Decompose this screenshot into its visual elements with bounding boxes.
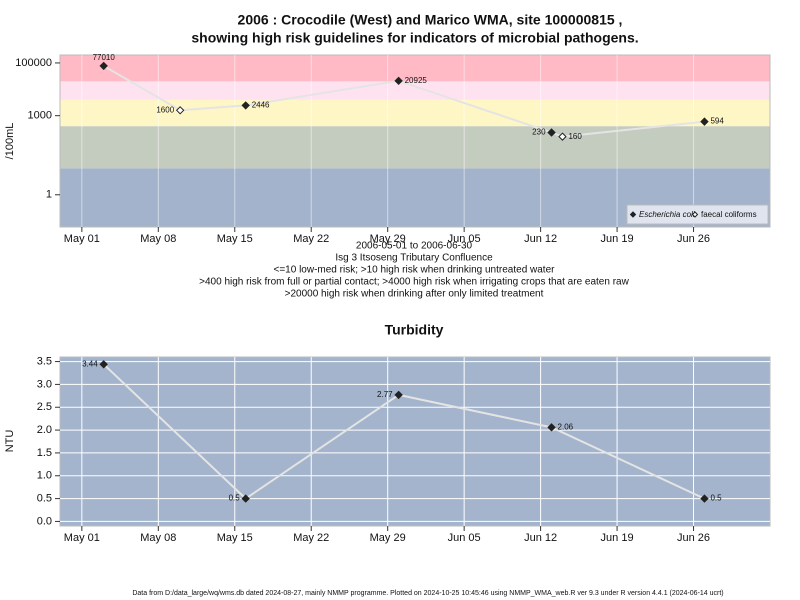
x-tick-label: May 01 — [64, 233, 100, 245]
data-point — [241, 101, 250, 110]
x-tick-label: Jun 05 — [448, 532, 481, 544]
plot-frame — [59, 356, 771, 527]
data-label: 230 — [532, 128, 546, 137]
connecting-line — [245, 79, 399, 107]
data-label: 2.77 — [377, 390, 393, 399]
x-tick-label: Jun 12 — [524, 532, 557, 544]
note: >400 high risk from full or partial cont… — [199, 277, 629, 288]
x-tick-label: May 15 — [217, 532, 253, 544]
data-label: 20925 — [405, 76, 428, 85]
data-label: 2.06 — [558, 422, 574, 431]
y-tick-label: 2.0 — [37, 424, 52, 436]
data-point — [700, 494, 709, 503]
x-tick-label: May 22 — [293, 532, 329, 544]
data-label: 77010 — [93, 53, 116, 62]
connecting-line — [551, 426, 705, 500]
note: <=10 low-med risk; >10 high risk when dr… — [274, 265, 556, 276]
y-tick-label: 100000 — [15, 57, 52, 69]
plot-frame — [59, 54, 771, 228]
data-label: 594 — [710, 117, 724, 126]
data-point — [394, 76, 403, 86]
data-point — [241, 494, 250, 503]
data-point — [99, 61, 108, 71]
data-point — [547, 423, 556, 432]
data-point — [700, 117, 709, 126]
legend-label: Escherichia coli — [639, 210, 695, 219]
connecting-line — [398, 393, 552, 429]
legend-marker — [691, 211, 699, 218]
data-point — [558, 132, 567, 141]
data-point — [394, 390, 403, 400]
y-axis-label: NTU — [4, 430, 16, 453]
x-tick-label: May 08 — [140, 532, 176, 544]
x-tick-label: May 29 — [370, 233, 406, 245]
x-tick-label: Jun 19 — [601, 532, 634, 544]
y-axis-label: /100mL — [4, 123, 16, 160]
x-tick-label: Jun 12 — [524, 233, 557, 245]
x-tick-label: May 22 — [293, 233, 329, 245]
data-point — [547, 128, 556, 137]
x-tick-label: Jun 19 — [601, 233, 634, 245]
y-tick-label: 3.0 — [37, 378, 52, 390]
legend-label: faecal coliforms — [701, 210, 757, 219]
y-tick-label: 0.0 — [37, 515, 52, 527]
y-tick-label: 1000 — [28, 110, 52, 122]
connecting-line — [180, 104, 246, 112]
x-tick-label: May 01 — [64, 532, 100, 544]
note: Isg 3 Itsoseng Tributary Confluence — [335, 253, 493, 264]
data-label: 3.44 — [82, 359, 98, 368]
y-tick-label: 2.5 — [37, 401, 52, 413]
x-tick-label: Jun 26 — [677, 233, 710, 245]
note: 2006-05-01 to 2006-06-30 — [356, 241, 473, 252]
legend-marker — [629, 211, 637, 218]
data-label: 0.5 — [710, 494, 722, 503]
y-tick-label: 0.5 — [37, 493, 52, 505]
chart-title: showing high risk guidelines for indicat… — [191, 30, 638, 46]
chart-title: Turbidity — [385, 322, 444, 338]
x-tick-label: May 08 — [140, 233, 176, 245]
y-tick-label: 1.0 — [37, 470, 52, 482]
x-tick-label: May 29 — [370, 532, 406, 544]
y-tick-label: 3.5 — [37, 355, 52, 367]
connecting-line — [103, 65, 181, 112]
connecting-line — [103, 363, 247, 500]
note: >20000 high risk when drinking after onl… — [285, 289, 544, 300]
y-tick-label: 1.5 — [37, 447, 52, 459]
data-label: 0.5 — [229, 494, 241, 503]
x-tick-label: May 15 — [217, 233, 253, 245]
data-point — [99, 360, 108, 369]
risk-band — [60, 126, 770, 169]
y-tick-label: 1 — [46, 189, 52, 201]
connecting-line — [398, 79, 552, 134]
x-tick-label: Jun 05 — [448, 233, 481, 245]
connecting-line — [245, 394, 400, 500]
risk-band — [60, 99, 770, 127]
x-tick-label: Jun 26 — [677, 532, 710, 544]
connecting-line — [562, 120, 705, 138]
plot-background — [60, 357, 770, 526]
risk-band — [60, 81, 770, 100]
data-label: 2446 — [252, 101, 270, 110]
risk-band — [60, 55, 770, 82]
footer: Data from D:/data_large/wq/wms.db dated … — [132, 590, 723, 597]
data-label: 1600 — [156, 105, 174, 114]
data-label: 160 — [568, 132, 582, 141]
data-point — [175, 106, 185, 115]
chart-title: 2006 : Crocodile (West) and Marico WMA, … — [238, 12, 623, 28]
